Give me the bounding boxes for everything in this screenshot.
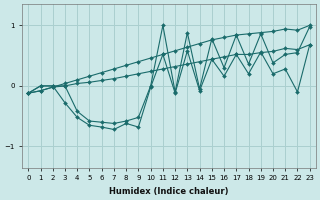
X-axis label: Humidex (Indice chaleur): Humidex (Indice chaleur) <box>109 187 229 196</box>
